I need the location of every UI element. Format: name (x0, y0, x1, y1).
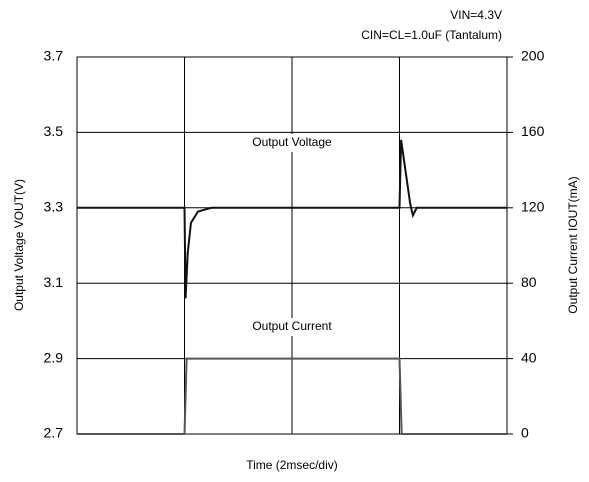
label-background (234, 318, 350, 336)
y2-tick-label: 80 (521, 274, 537, 290)
y2-tick-label: 200 (521, 48, 545, 64)
y-axis-label: Output Voltage VOUT(V) (12, 179, 26, 311)
annotation: VIN=4.3V (450, 8, 502, 22)
y2-tick-label: 0 (521, 425, 529, 441)
label-background (234, 134, 350, 152)
annotation: CIN=CL=1.0uF (Tantalum) (361, 28, 502, 42)
y-tick-label: 3.7 (44, 48, 64, 64)
y-tick-label: 3.5 (44, 123, 64, 139)
series-label: Output Current (252, 319, 332, 333)
series-line (77, 357, 507, 435)
series-label: Output Voltage (252, 135, 332, 149)
x-axis-label: Time (2msec/div) (246, 458, 338, 472)
y2-tick-label: 160 (521, 123, 545, 139)
series-line (77, 139, 507, 299)
y2-tick-label: 40 (521, 349, 537, 365)
y-tick-label: 3.1 (44, 274, 64, 290)
y2-tick-label: 120 (521, 199, 545, 215)
y-tick-label: 2.7 (44, 425, 64, 441)
y-tick-label: 2.9 (44, 349, 64, 365)
y2-axis-label: Output Current IOUT(mA) (566, 176, 580, 313)
y-tick-label: 3.3 (44, 199, 64, 215)
